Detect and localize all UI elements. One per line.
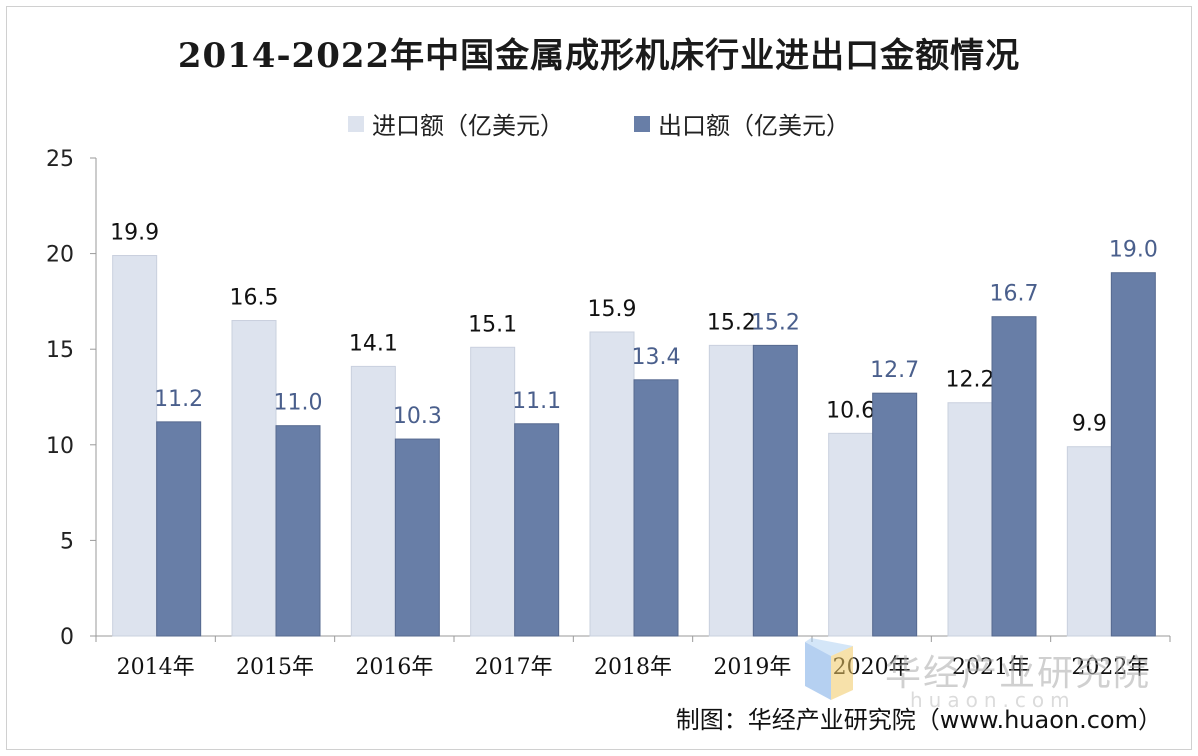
bar-export [156, 421, 202, 637]
chart-title: 2014-2022年中国金属成形机床行业进出口金额情况 [177, 36, 1021, 76]
x-tick-label: 2017年 [475, 655, 553, 680]
data-label-export: 19.0 [1109, 238, 1158, 263]
legend: 进口额（亿美元） 出口额（亿美元） [0, 106, 1198, 141]
bar-import [708, 344, 754, 637]
bar-import [470, 346, 516, 637]
data-label-import: 15.1 [468, 312, 517, 337]
data-label-import: 9.9 [1072, 412, 1107, 437]
source-note: 制图：华经产业研究院（www.huaon.com） [675, 706, 1162, 734]
data-label-export: 16.7 [990, 282, 1039, 307]
legend-label-export: 出口额（亿美元） [658, 112, 850, 140]
bar-import [231, 320, 277, 637]
y-tick-label: 0 [60, 625, 74, 650]
bar-export [872, 392, 918, 637]
x-tick-label: 2014年 [117, 655, 195, 680]
y-tick-label: 15 [46, 338, 74, 363]
x-tick-label: 2018年 [594, 655, 672, 680]
data-label-export: 15.2 [751, 310, 800, 335]
x-tick-label: 2021年 [952, 655, 1030, 680]
data-label-import: 15.2 [707, 310, 756, 335]
bar-export [394, 438, 440, 637]
bar-export [1110, 272, 1156, 637]
bar-import [112, 255, 158, 637]
x-tick-label: 2015年 [236, 655, 314, 680]
watermark-text: 华经产业研究院 [885, 653, 1152, 694]
x-tick-label: 2019年 [713, 655, 791, 680]
data-label-export: 11.2 [154, 387, 203, 412]
x-tick-label: 2016年 [355, 655, 433, 680]
bar-export [275, 425, 321, 637]
bar-export [991, 316, 1037, 637]
legend-swatch-export [634, 115, 650, 132]
bar-export [514, 423, 560, 637]
data-label-export: 11.0 [274, 391, 323, 416]
bar-export [633, 379, 679, 637]
y-tick-label: 10 [46, 434, 74, 459]
y-tick-label: 20 [46, 243, 74, 268]
data-label-import: 14.1 [349, 331, 398, 356]
bar-import [589, 331, 635, 637]
data-label-export: 13.4 [632, 345, 681, 370]
y-tick-label: 5 [60, 529, 74, 554]
bar-import [350, 365, 396, 637]
legend-item-import: 进口额（亿美元） [348, 106, 564, 141]
data-label-export: 10.3 [393, 404, 442, 429]
bar-import [1066, 446, 1112, 637]
legend-item-export: 出口额（亿美元） [634, 106, 850, 141]
data-label-export: 11.1 [512, 389, 561, 414]
data-label-import: 19.9 [110, 221, 159, 246]
bar-import [828, 432, 874, 637]
bar-export [752, 344, 798, 637]
data-label-import: 16.5 [230, 286, 279, 311]
x-tick-label: 2022年 [1071, 655, 1149, 680]
legend-swatch-import [348, 115, 364, 132]
watermark-sub: huaon.com [910, 688, 1076, 712]
data-label-import: 12.2 [946, 368, 995, 393]
data-label-import: 15.9 [588, 297, 637, 322]
y-tick-label: 25 [46, 147, 74, 172]
data-label-import: 10.6 [826, 398, 875, 423]
bar-import [947, 402, 993, 637]
data-label-export: 12.7 [870, 358, 919, 383]
watermark-logo [805, 638, 853, 700]
legend-label-import: 进口额（亿美元） [372, 112, 564, 140]
